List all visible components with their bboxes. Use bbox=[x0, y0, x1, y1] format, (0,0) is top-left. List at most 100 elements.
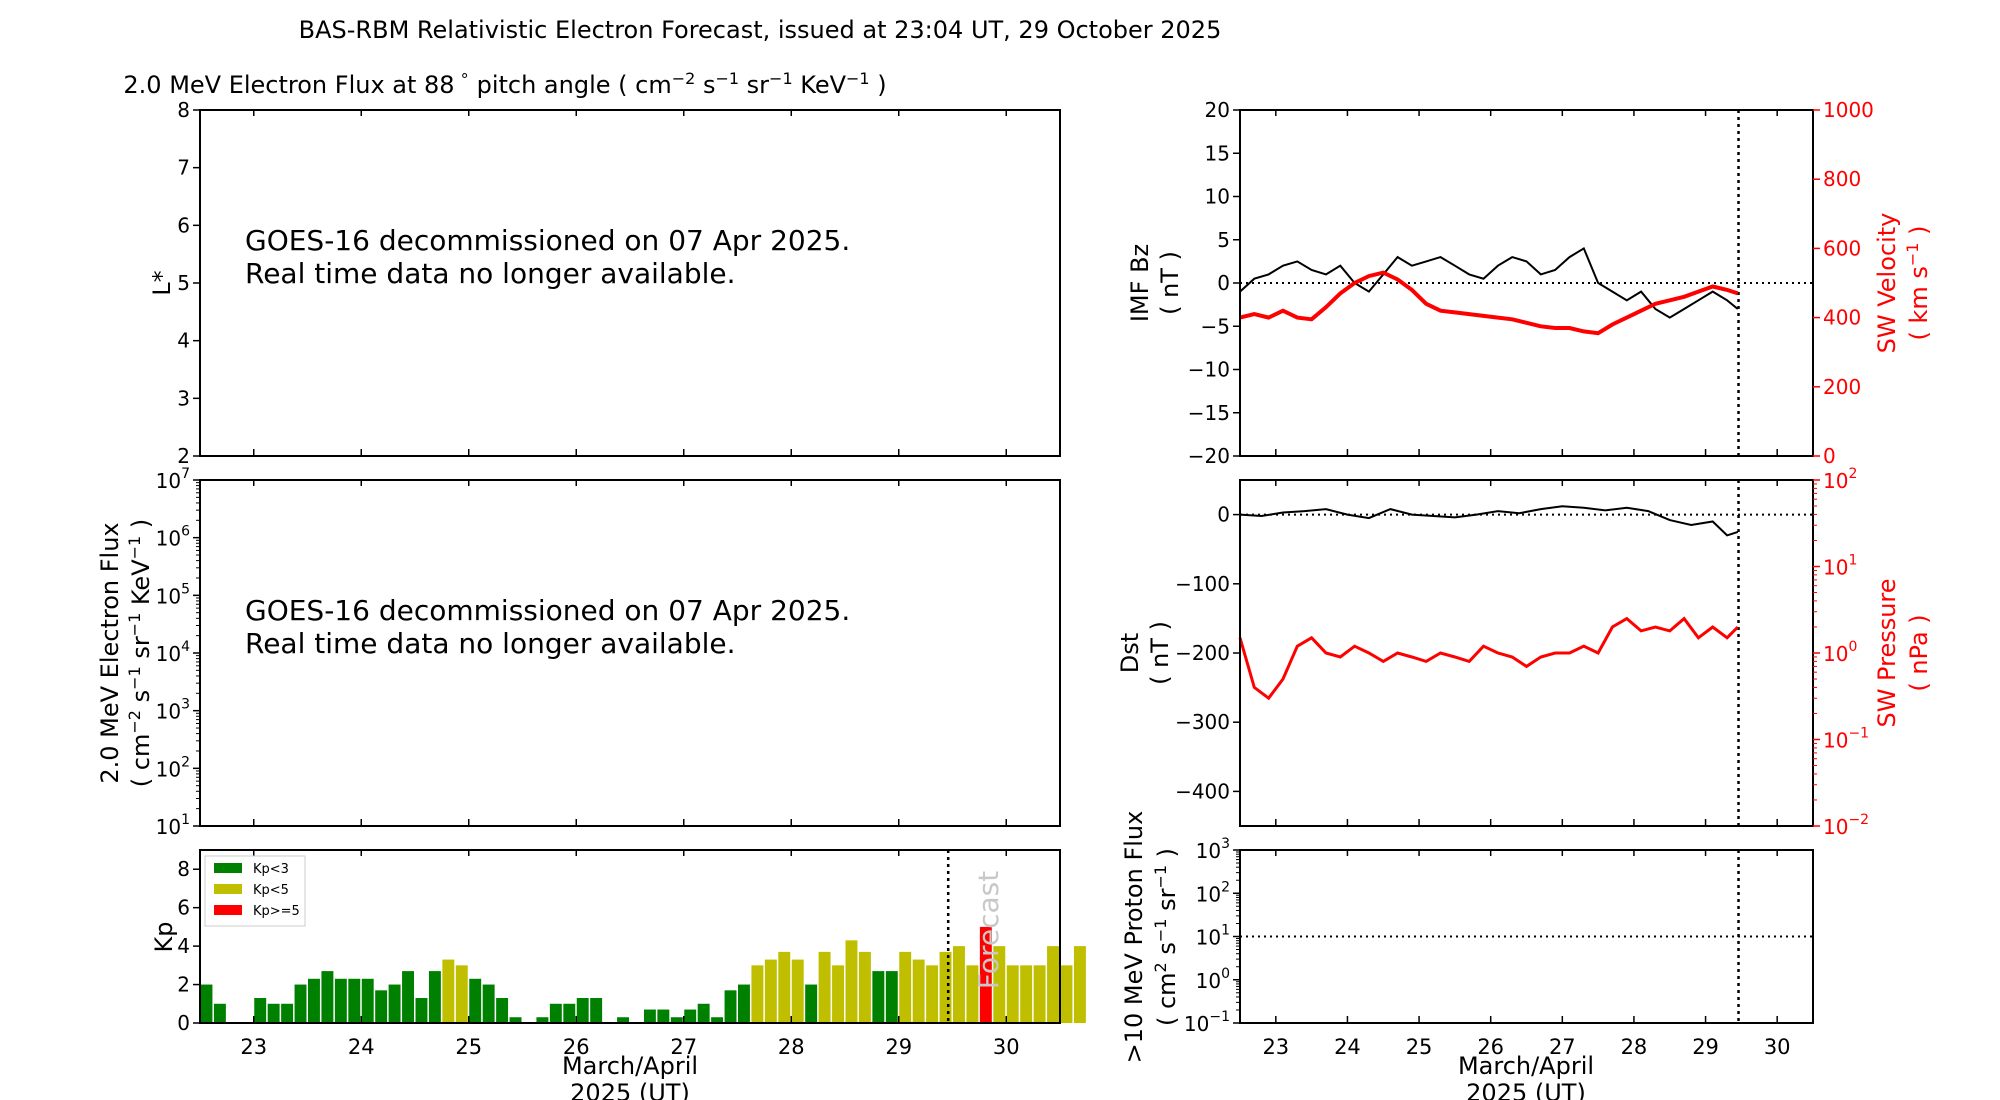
sw-velocity-line bbox=[1239, 270, 1739, 336]
kp-x-tick-label: 30 bbox=[993, 1035, 1020, 1059]
proton-y-tick-label: 100 bbox=[1196, 966, 1230, 993]
kp-frame bbox=[199, 849, 1061, 1024]
kp-bar bbox=[321, 971, 334, 1023]
flux-message-line-2: Real time data no longer available. bbox=[245, 627, 736, 660]
imf-y-tick-label: 0 bbox=[1217, 271, 1230, 295]
kp-bar bbox=[375, 990, 388, 1023]
imf-right-y-ticks: 0 200 400 600 800 1000 bbox=[1813, 98, 1874, 468]
kp-bar bbox=[711, 1017, 724, 1023]
kp-bar bbox=[1006, 965, 1019, 1023]
kp-legend-label-high: Kp>=5 bbox=[253, 904, 300, 919]
kp-bar bbox=[697, 1003, 710, 1023]
kp-y-tick-label: 4 bbox=[177, 934, 190, 958]
kp-forecast-label: Forecast bbox=[972, 871, 1005, 990]
lstar-y-tick-label: 5 bbox=[177, 271, 190, 295]
lstar-message-line-1: GOES-16 decommissioned on 07 Apr 2025. bbox=[245, 224, 850, 257]
kp-bar bbox=[294, 984, 307, 1023]
kp-bar bbox=[845, 940, 858, 1023]
proton-x-tick-label: 27 bbox=[1549, 1035, 1576, 1059]
proton-x-tick-label: 28 bbox=[1621, 1035, 1648, 1059]
dst-y-tick-label: 0 bbox=[1217, 503, 1230, 527]
imf-y-label-line-1: IMF Bz bbox=[1126, 244, 1154, 322]
kp-bar bbox=[858, 951, 871, 1023]
imf-right-y-tick-label: 600 bbox=[1823, 236, 1861, 260]
flux-y-tick-label: 104 bbox=[156, 639, 190, 666]
kp-bar bbox=[200, 984, 213, 1023]
lstar-panel: 2.0 MeV Electron Flux at 88 ° pitch angle … bbox=[123, 69, 1061, 468]
kp-bar bbox=[953, 946, 965, 1023]
kp-x-label-line-2: 2025 (UT) bbox=[570, 1079, 690, 1100]
flux-y-tick-label: 103 bbox=[156, 697, 190, 724]
proton-y-tick-label: 103 bbox=[1196, 836, 1230, 863]
kp-bar bbox=[670, 1017, 683, 1023]
proton-x-tick-label: 26 bbox=[1477, 1035, 1504, 1059]
kp-x-tick-label: 29 bbox=[885, 1035, 912, 1059]
kp-x-tick-label: 28 bbox=[778, 1035, 805, 1059]
flux-y-label-line-2: ( cm−2 s−1 sr−1 KeV−1 ) bbox=[125, 519, 155, 787]
kp-x-label-line-1: March/April bbox=[562, 1052, 698, 1080]
kp-bar bbox=[428, 971, 441, 1023]
proton-x-label-line-1: March/April bbox=[1458, 1052, 1594, 1080]
kp-bar bbox=[832, 965, 844, 1023]
kp-legend-label-low: Kp<3 bbox=[253, 862, 289, 877]
proton-panel: 10−1 100 101 102 103 23 24 25 26 27 28 29 30 >10 Me… bbox=[1120, 811, 1814, 1100]
kp-bar bbox=[361, 978, 374, 1023]
imf-panel: −20 −15 −10 −5 0 5 10 15 20 0 200 400 600 800 1000 IM… bbox=[1126, 98, 1933, 468]
kp-bar bbox=[1060, 965, 1073, 1023]
kp-bar bbox=[590, 998, 603, 1023]
dst-x-ticks bbox=[1275, 480, 1778, 826]
kp-bar bbox=[657, 1009, 670, 1023]
flux-y-tick-label: 101 bbox=[156, 812, 190, 839]
kp-bar bbox=[509, 1017, 522, 1023]
dst-right-y-tick-label: 102 bbox=[1823, 466, 1857, 493]
kp-bar bbox=[254, 998, 267, 1023]
kp-bar bbox=[778, 951, 791, 1023]
kp-bar bbox=[738, 984, 750, 1023]
kp-y-ticks: 0 2 4 6 8 bbox=[177, 857, 200, 1035]
imf-y-tick-label: −10 bbox=[1188, 358, 1230, 382]
proton-y-tick-label: 10−1 bbox=[1184, 1009, 1230, 1036]
kp-bar bbox=[549, 1003, 562, 1023]
flux-y-tick-label: 107 bbox=[156, 466, 190, 493]
proton-x-tick-label: 24 bbox=[1334, 1035, 1361, 1059]
kp-bar bbox=[926, 965, 939, 1023]
kp-bar bbox=[912, 959, 925, 1023]
imf-right-y-label-line-2: ( km s−1 ) bbox=[1903, 226, 1933, 341]
kp-legend-label-mid: Kp<5 bbox=[253, 883, 289, 898]
kp-bar bbox=[442, 959, 455, 1023]
kp-bar bbox=[643, 1009, 656, 1023]
dst-y-tick-label: −300 bbox=[1175, 710, 1230, 734]
kp-bar bbox=[348, 978, 361, 1023]
imf-left-y-ticks: −20 −15 −10 −5 0 5 10 15 20 bbox=[1188, 98, 1240, 468]
kp-bar bbox=[993, 946, 1006, 1023]
imf-x-ticks bbox=[1275, 110, 1778, 456]
kp-bar bbox=[388, 984, 401, 1023]
lstar-x-ticks bbox=[253, 110, 1007, 456]
kp-bar bbox=[482, 984, 495, 1023]
kp-x-tick-label: 25 bbox=[455, 1035, 482, 1059]
kp-bar bbox=[885, 971, 898, 1023]
imf-y-label-line-2: ( nT ) bbox=[1156, 251, 1184, 315]
kp-y-tick-label: 8 bbox=[177, 857, 190, 881]
imf-y-tick-label: −15 bbox=[1188, 401, 1230, 425]
kp-x-tick-label: 27 bbox=[670, 1035, 697, 1059]
dst-y-label-line-1: Dst bbox=[1116, 633, 1144, 673]
kp-bar bbox=[563, 1003, 576, 1023]
lstar-y-label: L* bbox=[148, 270, 176, 295]
lstar-y-tick-label: 4 bbox=[177, 329, 190, 353]
kp-x-tick-label: 24 bbox=[348, 1035, 375, 1059]
kp-bar bbox=[684, 1009, 697, 1023]
kp-x-tick-label: 23 bbox=[240, 1035, 267, 1059]
imf-bz-line bbox=[1239, 246, 1739, 319]
kp-y-tick-label: 0 bbox=[177, 1011, 190, 1035]
imf-y-tick-label: −20 bbox=[1188, 444, 1230, 468]
lstar-y-tick-label: 7 bbox=[177, 156, 190, 180]
figure-title: BAS-RBM Relativistic Electron Forecast, … bbox=[299, 16, 1222, 44]
dst-right-y-tick-label: 10−2 bbox=[1823, 812, 1869, 839]
kp-bar bbox=[764, 959, 777, 1023]
imf-series bbox=[1239, 110, 1813, 456]
kp-bar bbox=[1033, 965, 1046, 1023]
flux-y-tick-label: 106 bbox=[156, 524, 190, 551]
